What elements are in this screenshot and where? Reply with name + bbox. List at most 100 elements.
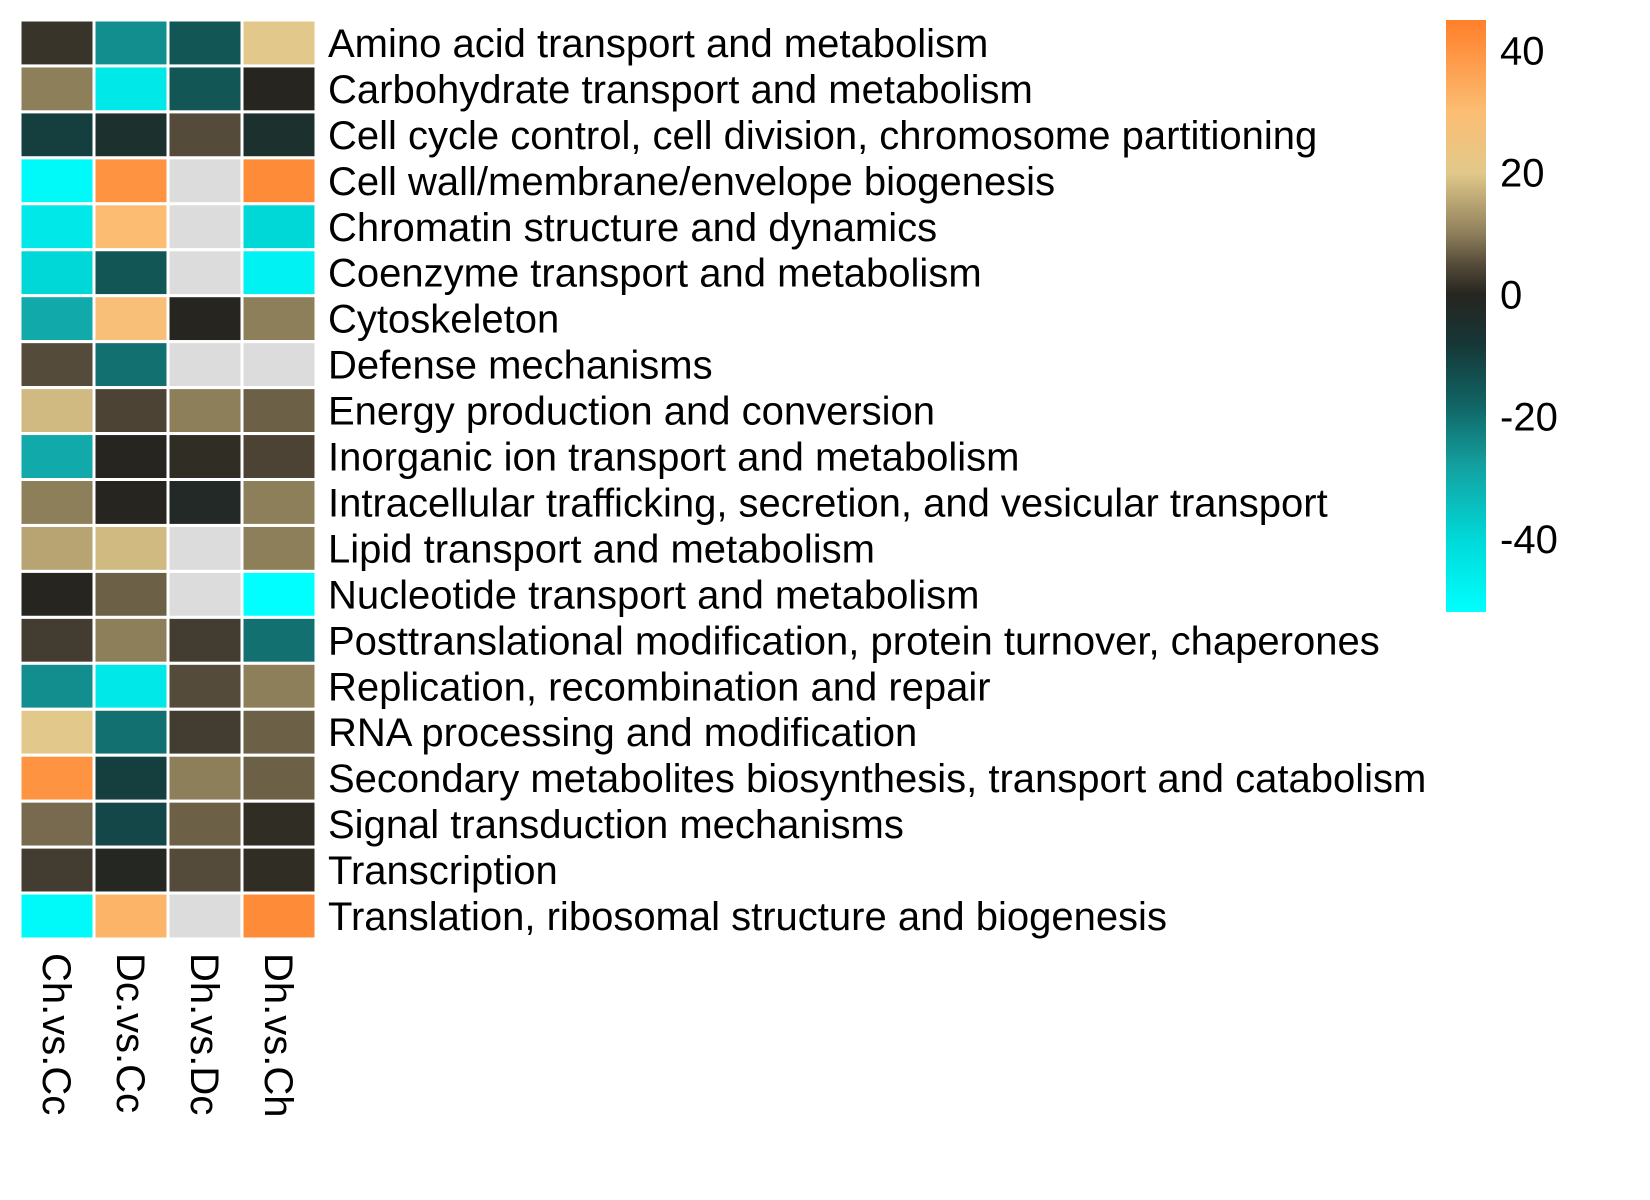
heatmap-cell [92, 294, 170, 344]
heatmap-cell [240, 156, 318, 206]
row-label: Amino acid transport and metabolism [328, 22, 988, 66]
heatmap-cell [18, 202, 96, 252]
heatmap-cell [240, 64, 318, 114]
heatmap-cell [92, 478, 170, 527]
colorbar-tick-label: 0 [1500, 274, 1522, 318]
row-label: Translation, ribosomal structure and bio… [328, 895, 1167, 939]
row-label: Chromatin structure and dynamics [328, 206, 937, 250]
heatmap-cell [240, 202, 318, 252]
colorbar-tick-label: 40 [1500, 30, 1545, 74]
heatmap-cell [240, 432, 318, 481]
heatmap-cell [240, 478, 318, 527]
heatmap-cell [166, 156, 244, 206]
heatmap-cell [240, 569, 318, 619]
heatmap-cell [166, 753, 244, 803]
heatmap-cell [166, 248, 244, 298]
row-label: Transcription [328, 849, 558, 893]
heatmap-cell [18, 386, 96, 436]
heatmap-cell [166, 386, 244, 436]
heatmap-cell [18, 294, 96, 344]
colorbar [1446, 20, 1486, 612]
row-label: Carbohydrate transport and metabolism [328, 68, 1033, 112]
heatmap-cell [240, 799, 318, 849]
heatmap-cell [166, 478, 244, 527]
heatmap-cell [166, 569, 244, 619]
heatmap-cell [92, 845, 170, 895]
heatmap-cell [240, 845, 318, 895]
heatmap-cell [18, 156, 96, 206]
row-label: Defense mechanisms [328, 344, 713, 388]
heatmap-cell [18, 845, 96, 895]
heatmap-cell [92, 707, 170, 757]
row-label: Cell cycle control, cell division, chrom… [328, 114, 1317, 158]
heatmap-cell [18, 707, 96, 757]
heatmap-cell [18, 523, 96, 573]
row-label: Coenzyme transport and metabolism [328, 252, 982, 296]
heatmap-cell [18, 753, 96, 803]
heatmap-cell [92, 110, 170, 160]
heatmap-cell [166, 294, 244, 344]
heatmap-cell [166, 523, 244, 573]
heatmap-cell [92, 340, 170, 390]
heatmap-cell [240, 18, 318, 68]
heatmap-cell [240, 386, 318, 436]
column-label: Dh.vs.Ch [256, 953, 300, 1118]
heatmap-cell [240, 248, 318, 298]
heatmap-cell [240, 294, 318, 344]
heatmap-cell [18, 248, 96, 298]
heatmap-cell [240, 110, 318, 160]
colorbar-ticks: 40 20 0 -20 -40 [1500, 30, 1558, 562]
heatmap-cell [166, 845, 244, 895]
heatmap-cell [240, 753, 318, 803]
heatmap-cell [92, 18, 170, 68]
colorbar-tick-label: -20 [1500, 396, 1558, 440]
heatmap-cell [18, 569, 96, 619]
heatmap-cells [18, 18, 318, 941]
heatmap-cell [92, 386, 170, 436]
heatmap-cell [240, 523, 318, 573]
heatmap-cell [92, 248, 170, 298]
heatmap-cell [18, 661, 96, 711]
heatmap-cell [240, 615, 318, 665]
row-label: Nucleotide transport and metabolism [328, 573, 979, 617]
heatmap-cell [240, 661, 318, 711]
column-label: Dc.vs.Cc [108, 953, 152, 1113]
heatmap-cell [92, 891, 170, 941]
heatmap-cell [166, 64, 244, 114]
row-label: Inorganic ion transport and metabolism [328, 436, 1019, 480]
heatmap-cell [92, 753, 170, 803]
heatmap-cell [92, 569, 170, 619]
heatmap-cell [92, 156, 170, 206]
heatmap-cell [92, 432, 170, 481]
heatmap-cell [166, 18, 244, 68]
row-label: Cell wall/membrane/envelope biogenesis [328, 160, 1055, 204]
heatmap-cell [18, 18, 96, 68]
heatmap-cell [240, 891, 318, 941]
heatmap-cell [166, 615, 244, 665]
heatmap-cell [18, 110, 96, 160]
heatmap-cell [18, 891, 96, 941]
column-label: Dh.vs.Dc [182, 953, 226, 1115]
heatmap-cell [18, 799, 96, 849]
heatmap-cell [92, 615, 170, 665]
row-label: Replication, recombination and repair [328, 665, 991, 709]
heatmap-cell [166, 340, 244, 390]
column-labels: Ch.vs.Cc Dc.vs.Cc Dh.vs.Dc Dh.vs.Ch [34, 953, 300, 1118]
heatmap-cell [240, 340, 318, 390]
colorbar-tick-label: 20 [1500, 152, 1545, 196]
heatmap-cell [92, 202, 170, 252]
row-label: Secondary metabolites biosynthesis, tran… [328, 757, 1426, 801]
heatmap-cell [18, 432, 96, 481]
heatmap-cell [92, 523, 170, 573]
row-label: Intracellular trafficking, secretion, an… [328, 481, 1328, 525]
heatmap-cell [166, 707, 244, 757]
row-label: Signal transduction mechanisms [328, 803, 904, 847]
row-label: Energy production and conversion [328, 390, 935, 434]
heatmap-cell [240, 707, 318, 757]
row-labels: Amino acid transport and metabolismCarbo… [328, 22, 1426, 939]
heatmap-cell [166, 110, 244, 160]
heatmap-cell [92, 799, 170, 849]
heatmap-cell [166, 202, 244, 252]
heatmap-cell [166, 891, 244, 941]
